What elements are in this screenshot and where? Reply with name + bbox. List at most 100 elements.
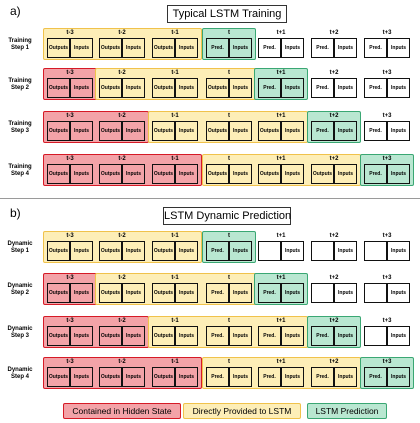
panel-a-row-3-cell-0-right: Inputs [70,164,93,184]
panel-a-row-0-time-3: t [228,30,230,36]
panel-a-row-0-cell-3-right: Inputs [229,38,252,58]
panel-a-row-0-time-5: t+2 [329,30,339,36]
panel-b-row-2-cell-3-left: Pred. [206,326,229,346]
panel-a-row-3-cell-5-left: Outputs [311,164,334,184]
panel-a-row-0-time-1: t-2 [118,30,126,36]
panel-b-row-1-cell-4-left: Pred. [258,283,281,303]
panel-a-row-3-cell-1-right: Inputs [122,164,145,184]
panel-a-row-2-time-0: t-3 [66,113,74,119]
panel-b-row-3-cell-4-right: Inputs [281,367,304,387]
panel-b-row-0-time-5: t+2 [329,233,339,239]
panel-b-row-0-cell-6-right: Inputs [387,241,410,261]
panel-b-row-1-cell-3-left: Pred. [206,283,229,303]
panel-b-row-2-cell-0-left: Outputs [47,326,70,346]
panel-a-row-2-time-1: t-2 [118,113,126,119]
panel-a-row-2-cell-5-left: Pred. [311,121,334,141]
panel-a-row-1-time-4: t+1 [276,70,286,76]
panel-b-row-1-cell-2-right: Inputs [175,283,198,303]
panel-a-row-3-cell-2-left: Outputs [152,164,175,184]
panel-b-row-3-cell-4-left: Pred. [258,367,281,387]
panel-a-row-3-time-1: t-2 [118,156,126,162]
panel-b-row-3-time-2: t-1 [171,359,179,365]
panel-b-row-3-cell-3-left: Pred. [206,367,229,387]
panel-a-row-3-cell-4-left: Outputs [258,164,281,184]
panel-a-row-0-cell-3-left: Pred. [206,38,229,58]
panel-b-row-0-time-4: t+1 [276,233,286,239]
panel-a-row-2-cell-4-left: Outputs [258,121,281,141]
panel-a-row-2-cell-3-right: Inputs [229,121,252,141]
panel-b-row-3-cell-6-left: Pred. [364,367,387,387]
panel-a-row-3-label: Training Step 4 [8,164,32,177]
panel-a-row-3-cell-6-left: Pred. [364,164,387,184]
panel-b-row-1-cell-0-left: Outputs [47,283,70,303]
panel-b-row-1-time-1: t-2 [118,275,126,281]
panel-b-row-3-time-5: t+2 [329,359,339,365]
panel-b-row-2-label: Dynamic Step 3 [7,326,33,339]
panel-a-row-0-time-4: t+1 [276,30,286,36]
panel-b-row-3-cell-0-left: Outputs [47,367,70,387]
panel-b-row-3-cell-1-left: Outputs [99,367,122,387]
panel-b-row-0-cell-3-right: Inputs [229,241,252,261]
panel-a-row-2-time-2: t-1 [171,113,179,119]
panel-a-row-3-time-5: t+2 [329,156,339,162]
panel-a-row-3-cell-5-right: Inputs [334,164,357,184]
panel-a-row-3-cell-6-right: Inputs [387,164,410,184]
legend-prediction: LSTM Prediction [307,403,387,419]
panel-b-row-2-cell-2-left: Outputs [152,326,175,346]
panel-b-row-2-time-3: t [228,318,230,324]
panel-a-row-0-cell-0-right: Inputs [70,38,93,58]
panel-b-row-3-time-0: t-3 [66,359,74,365]
panel-a-row-0-time-6: t+3 [382,30,392,36]
panel-a-row-1-cell-1-right: Inputs [122,78,145,98]
panel-b-row-0-cell-3-left: Pred. [206,241,229,261]
panel-b-row-3-cell-1-right: Inputs [122,367,145,387]
panel-a-row-0-cell-4-left: Pred. [258,38,281,58]
panel-b-row-1-cell-3-right: Inputs [229,283,252,303]
panel-a-row-3-cell-0-left: Outputs [47,164,70,184]
panel-a-row-0-label: Training Step 1 [8,38,32,51]
panel-a-row-2-cell-2-right: Inputs [175,121,198,141]
panel-a-row-2-cell-4-right: Inputs [281,121,304,141]
panel-b-row-3-cell-3-right: Inputs [229,367,252,387]
panel-b-row-0-time-0: t-3 [66,233,74,239]
panel-b-row-2-time-1: t-2 [118,318,126,324]
panel-a-row-1-time-1: t-2 [118,70,126,76]
panel-a-row-2-time-4: t+1 [276,113,286,119]
panel-b-row-2-cell-6-left [364,326,387,346]
panel-a-row-1-cell-0-left: Outputs [47,78,70,98]
panel-a-row-1-time-6: t+3 [382,70,392,76]
panel-b-row-1-cell-6-right: Inputs [387,283,410,303]
panel-b-row-0-cell-0-left: Outputs [47,241,70,261]
panel-b-row-3-time-1: t-2 [118,359,126,365]
panel-a-row-3-cell-1-left: Outputs [99,164,122,184]
panel-b-row-2-cell-5-left: Pred. [311,326,334,346]
panel-a-row-3-time-6: t+3 [382,156,392,162]
panel-a-row-3-time-3: t [228,156,230,162]
panel-b-row-1-cell-1-left: Outputs [99,283,122,303]
panel-divider [0,198,420,199]
panel-b-letter: b) [10,206,21,220]
panel-a-row-0-time-2: t-1 [171,30,179,36]
panel-b-row-1-time-5: t+2 [329,275,339,281]
panel-b-row-3-cell-2-left: Outputs [152,367,175,387]
panel-b-row-2-time-5: t+2 [329,318,339,324]
panel-a-row-2-cell-0-right: Inputs [70,121,93,141]
panel-b-title: LSTM Dynamic Prediction [163,207,291,225]
panel-a-row-2-time-3: t [228,113,230,119]
panel-b-row-0-cell-5-left [311,241,334,261]
panel-b-row-0-cell-5-right: Inputs [334,241,357,261]
panel-b-row-1-cell-0-right: Inputs [70,283,93,303]
legend-direct: Directly Provided to LSTM [183,403,301,419]
panel-b-row-2-time-6: t+3 [382,318,392,324]
panel-b-row-2-time-0: t-3 [66,318,74,324]
panel-a-row-2-cell-1-right: Inputs [122,121,145,141]
panel-b-row-0-time-3: t [228,233,230,239]
panel-a-row-3-cell-3-right: Inputs [229,164,252,184]
panel-b-row-3-cell-0-right: Inputs [70,367,93,387]
panel-a-row-3-time-0: t-3 [66,156,74,162]
panel-a-title: Typical LSTM Training [167,5,287,23]
panel-a-row-2-cell-6-left: Pred. [364,121,387,141]
panel-a-row-2-time-6: t+3 [382,113,392,119]
panel-a-row-2-cell-5-right: Inputs [334,121,357,141]
panel-a-row-1-cell-3-right: Inputs [229,78,252,98]
